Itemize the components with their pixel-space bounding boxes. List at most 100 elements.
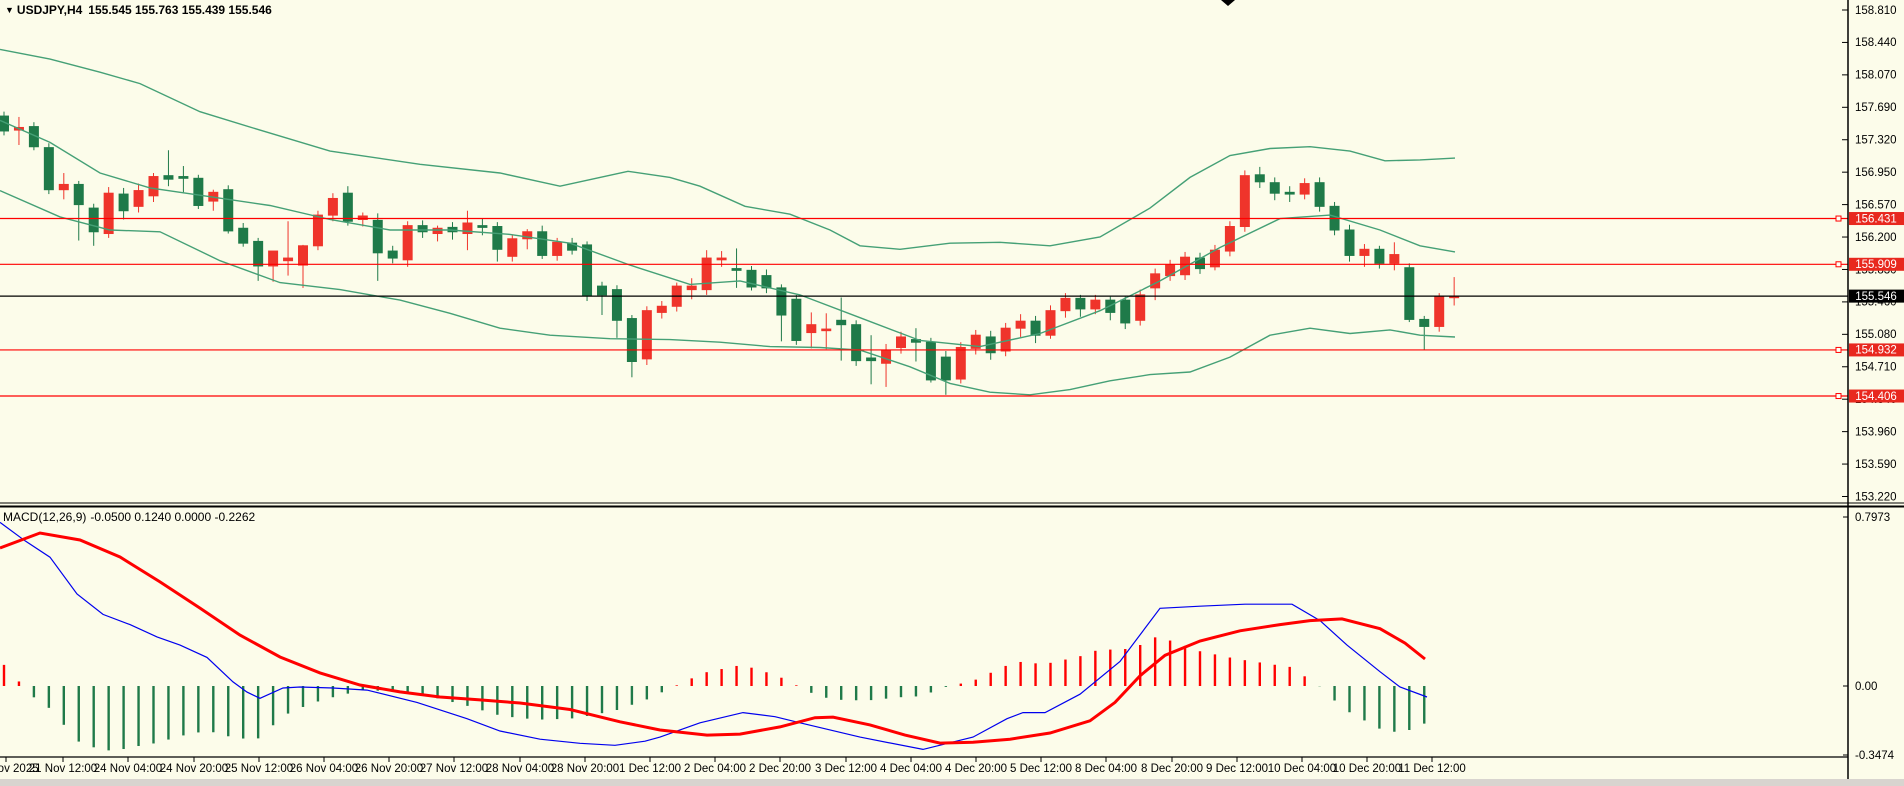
price-badge (1849, 212, 1904, 226)
candle (611, 285, 622, 338)
candles-layer (0, 111, 1460, 395)
candle (253, 237, 264, 281)
candle (73, 180, 84, 241)
candle (1359, 244, 1370, 267)
price-badge-label: 155.909 (1855, 259, 1897, 271)
candle (1404, 263, 1415, 323)
price-axis-label: 157.320 (1855, 135, 1897, 147)
candle (746, 265, 757, 291)
candle (268, 250, 279, 282)
candle (1224, 221, 1235, 257)
hline-handle[interactable] (1835, 346, 1842, 353)
time-axis-label: 2 Dec 20:00 (749, 763, 811, 775)
candle (567, 237, 578, 255)
candle (1419, 315, 1430, 351)
candle (701, 250, 712, 295)
candle (507, 235, 518, 262)
candle (1284, 186, 1295, 202)
candle (955, 342, 966, 384)
candle (940, 350, 951, 395)
price-axis-label: 153.960 (1855, 426, 1897, 438)
time-axis-label: 4 Dec 04:00 (880, 763, 942, 775)
candle (656, 301, 667, 319)
time-axis-label: 8 Dec 04:00 (1075, 763, 1137, 775)
bollinger-upper-line[interactable] (0, 48, 1456, 251)
candle (148, 173, 159, 202)
time-axis-label: 2 Dec 04:00 (684, 763, 746, 775)
price-axis-label: 155.080 (1855, 329, 1897, 341)
candle (866, 335, 877, 385)
time-axis-label: 20 Nov 2025 (0, 763, 39, 775)
price-axis-label: 157.690 (1855, 102, 1897, 114)
candle (1030, 315, 1041, 344)
candle (1120, 296, 1131, 330)
macd-axis-label: -0.3474 (1855, 750, 1895, 762)
candle (223, 185, 234, 234)
bollinger-middle-line[interactable] (0, 119, 1456, 348)
candle (133, 183, 144, 213)
candle (791, 294, 802, 345)
hline-handle[interactable] (1835, 261, 1842, 268)
candle (1135, 289, 1146, 326)
candle (1299, 178, 1310, 200)
time-axis-label: 9 Dec 12:00 (1206, 763, 1268, 775)
hline-handle[interactable] (1835, 393, 1842, 400)
time-axis-label: 10 Dec 04:00 (1268, 763, 1336, 775)
candle (372, 213, 383, 281)
time-axis-label: 26 Nov 04:00 (290, 763, 358, 775)
price-axis-label: 158.810 (1855, 5, 1897, 17)
candle (327, 193, 338, 222)
candle (417, 220, 428, 238)
candle (178, 166, 189, 193)
price-axis-label: 154.710 (1855, 362, 1897, 374)
candle (1075, 294, 1086, 317)
macd-axis-label: 0.7973 (1855, 512, 1890, 524)
chevron-down-icon[interactable]: ▼ (5, 5, 14, 15)
price-badge (1849, 257, 1904, 271)
time-axis-label: 21 Nov 12:00 (29, 763, 97, 775)
price-axis-label: 158.440 (1855, 37, 1897, 49)
time-axis-label: 28 Nov 04:00 (486, 763, 554, 775)
candle (1000, 322, 1011, 357)
price-axis-label: 153.590 (1855, 459, 1897, 471)
price-badge-label: 154.932 (1855, 345, 1897, 357)
macd-axis[interactable]: 0.7973 0.00 -0.3474 (1843, 512, 1895, 762)
bollinger-bands (0, 48, 1456, 396)
time-axis-label: 3 Dec 12:00 (815, 763, 877, 775)
candle (1389, 242, 1400, 271)
price-axis-label: 156.570 (1855, 199, 1897, 211)
time-axis-label: 25 Nov 12:00 (225, 763, 293, 775)
macd-panel (0, 521, 1428, 751)
price-axis[interactable]: 158.810 158.440 158.070 157.690 157.320 156.9… (1842, 5, 1897, 503)
candle (298, 244, 308, 288)
candle (492, 222, 503, 262)
candle (1344, 224, 1355, 262)
candle (626, 315, 637, 378)
price-badge (1849, 289, 1904, 303)
hline-handle[interactable] (1835, 215, 1842, 222)
price-badge-label: 155.546 (1855, 291, 1897, 303)
macd-axis-label: 0.00 (1855, 681, 1877, 693)
candle (193, 174, 204, 209)
candle (88, 203, 99, 246)
candle (462, 210, 473, 251)
candle (522, 229, 533, 250)
candle (387, 245, 398, 264)
price-badge (1849, 389, 1904, 403)
candle (1060, 293, 1071, 318)
symbol-period-label: USDJPY,H4 (16, 3, 83, 17)
candle (641, 306, 652, 366)
macd-signal-line (0, 531, 1426, 745)
time-axis-label: 26 Nov 20:00 (355, 763, 423, 775)
price-badge-label: 156.431 (1855, 213, 1897, 225)
candle (1239, 170, 1250, 232)
hlines-layer (0, 215, 1848, 400)
time-axis-label: 1 Dec 12:00 (619, 763, 681, 775)
bollinger-lower-line[interactable] (0, 189, 1456, 396)
candle (1434, 293, 1445, 332)
